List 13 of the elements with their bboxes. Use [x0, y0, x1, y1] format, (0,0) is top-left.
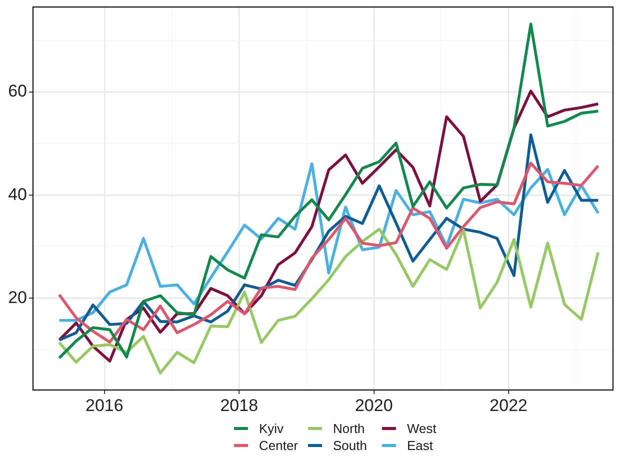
x-tick-label: 2016 [85, 396, 124, 415]
legend-label: Center [259, 438, 298, 453]
x-tick-label: 2018 [220, 396, 258, 415]
y-tick-label: 60 [8, 82, 27, 101]
legend-label: North [333, 421, 365, 436]
y-tick-label: 40 [8, 184, 27, 204]
legend-label: West [407, 421, 436, 436]
legend-label: South [333, 438, 367, 453]
x-tick-label: 2022 [490, 396, 528, 415]
legend-label: East [407, 438, 434, 453]
x-tick-label: 2020 [354, 396, 393, 415]
legend-label: Kyiv [259, 421, 284, 436]
y-tick-label: 20 [8, 288, 27, 307]
